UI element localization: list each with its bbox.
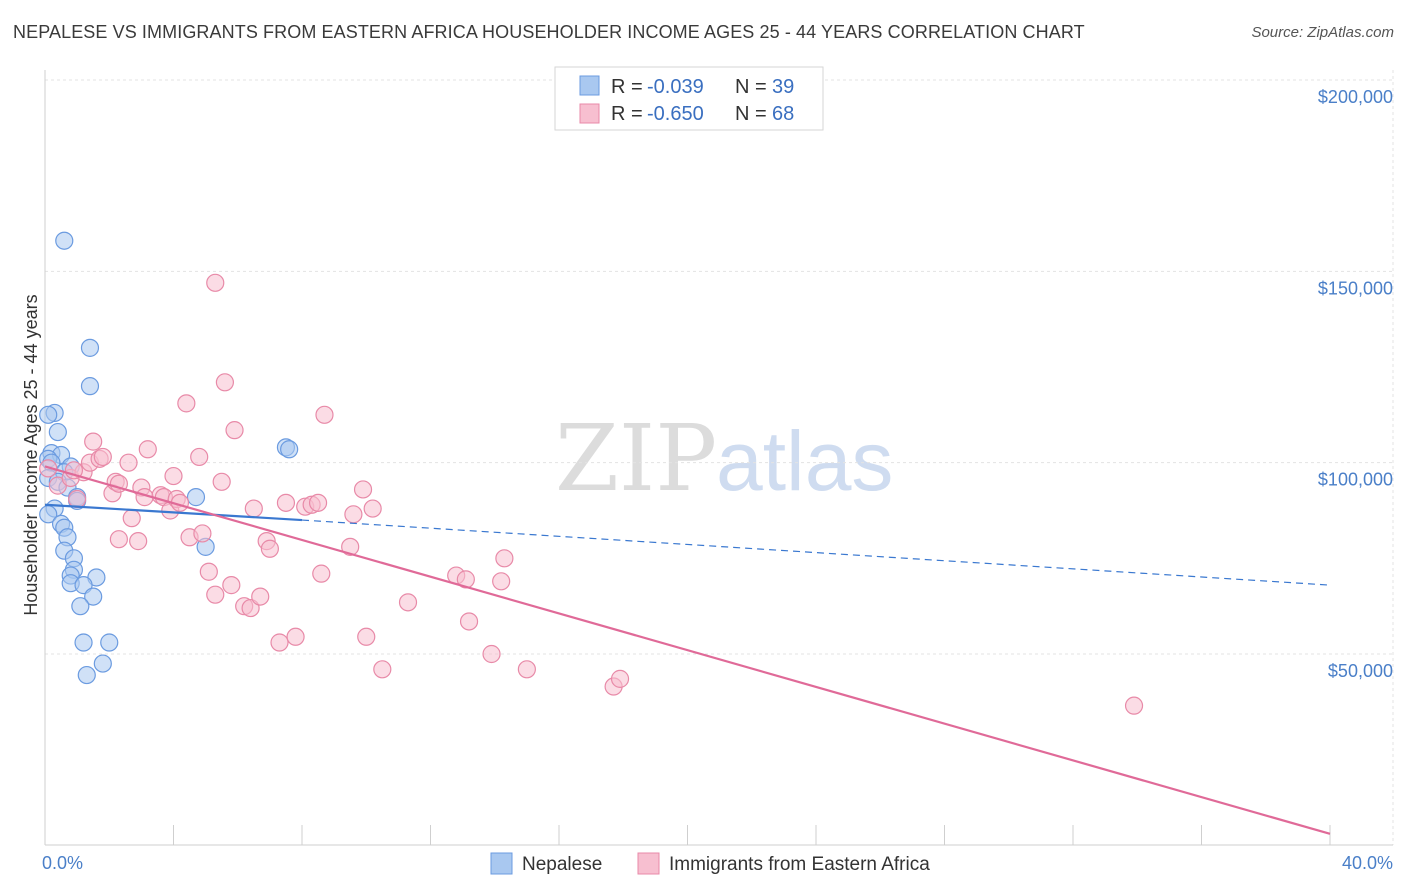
eastern-africa-point-30	[212, 472, 231, 491]
legend-swatch-eastern-africa	[579, 103, 600, 124]
nepalese-point-5	[48, 422, 67, 442]
eastern-africa-point-37	[251, 587, 270, 606]
eastern-africa-point-58	[482, 644, 501, 664]
nepalese-point-38	[280, 440, 299, 459]
eastern-africa-point-51	[357, 627, 376, 646]
nepalese-point-32	[100, 633, 119, 652]
series-swatch-eastern-africa	[637, 852, 660, 875]
nepalese-point-34	[77, 665, 96, 685]
nepalese-point-30	[71, 597, 90, 616]
y-axis-label: Householder Income Ages 25 - 44 years	[21, 294, 41, 615]
y-tick-labels: $50,000 $100,000 $150,000 $200,000	[1318, 87, 1393, 681]
eastern-africa-point-7	[93, 447, 112, 467]
eastern-africa-point-12	[122, 509, 141, 528]
eastern-africa-point-50	[353, 480, 373, 499]
eastern-africa-point-27	[199, 562, 218, 581]
eastern-africa-point-40	[270, 633, 289, 652]
source-credit: Source: ZipAtlas.com	[1251, 24, 1394, 41]
x-tick-label-0: 0.0%	[42, 853, 83, 873]
eastern-africa-point-49	[344, 505, 363, 524]
eastern-africa-point-31	[215, 373, 234, 392]
eastern-africa-point-54	[398, 593, 418, 612]
eastern-africa-point-28	[206, 585, 225, 604]
eastern-africa-point-59	[495, 549, 514, 568]
series-swatch-nepalese	[490, 852, 513, 875]
eastern-africa-point-63	[610, 669, 630, 688]
eastern-africa-point-57	[459, 612, 479, 631]
legend-n-value-1: 39	[772, 76, 794, 98]
x-tick-labels: 0.0% 40.0%	[42, 853, 1393, 873]
eastern-africa-point-11	[119, 453, 138, 472]
eastern-africa-point-5	[84, 432, 103, 451]
eastern-africa-point-52	[363, 499, 382, 518]
watermark: ZIP atlas	[555, 405, 893, 512]
y-tick-label-0: $50,000	[1328, 661, 1393, 681]
x-tick-label-1: 40.0%	[1342, 853, 1393, 873]
nepalese-point-2	[80, 377, 100, 396]
eastern-africa-point-65	[109, 530, 128, 549]
legend-n-label-1: N =	[735, 76, 767, 98]
legend-r-value-2: -0.650	[647, 103, 704, 125]
nepalese-point-4	[39, 405, 58, 424]
series-name-nepalese: Nepalese	[522, 854, 602, 875]
nepalese-point-35	[186, 488, 206, 507]
series-name-eastern-africa: Immigrants from Eastern Africa	[669, 854, 930, 875]
eastern-africa-point-47	[315, 405, 334, 424]
eastern-africa-point-48	[341, 537, 360, 556]
eastern-africa-point-39	[260, 539, 279, 558]
nepalese-points	[39, 231, 299, 685]
series-legend: Nepalese Immigrants from Eastern Africa	[490, 852, 930, 875]
eastern-africa-point-33	[225, 421, 244, 440]
eastern-africa-point-36	[244, 499, 263, 518]
nepalese-point-33	[93, 654, 112, 673]
legend-swatch-nepalese	[579, 75, 600, 96]
trend-lines	[44, 465, 1331, 835]
eastern-africa-trend	[44, 465, 1331, 835]
eastern-africa-point-45	[308, 493, 328, 512]
eastern-africa-point-23	[177, 394, 196, 413]
eastern-africa-point-60	[492, 572, 511, 591]
eastern-africa-point-29	[206, 273, 225, 292]
grid-lines	[45, 70, 1394, 845]
eastern-africa-point-61	[517, 660, 536, 679]
legend-n-label-2: N =	[735, 103, 767, 125]
eastern-africa-point-53	[373, 660, 392, 679]
eastern-africa-point-42	[286, 627, 305, 646]
correlation-legend: R = -0.039 N = 39 R = -0.650 N = 68	[554, 66, 824, 131]
nepalese-point-29	[84, 587, 103, 606]
eastern-africa-points	[39, 273, 1144, 715]
legend-r-label-1: R =	[611, 76, 643, 98]
y-tick-label-1: $100,000	[1318, 470, 1393, 490]
nepalese-trend-dashed	[301, 519, 1331, 586]
nepalese-point-1	[80, 338, 100, 357]
watermark-atlas: atlas	[716, 414, 893, 508]
eastern-africa-point-46	[312, 564, 331, 583]
legend-r-label-2: R =	[611, 103, 643, 125]
y-tick-label-3: $200,000	[1318, 87, 1393, 107]
eastern-africa-point-25	[190, 447, 209, 467]
eastern-africa-point-67	[68, 489, 87, 509]
watermark-zip: ZIP	[555, 405, 717, 512]
eastern-africa-point-16	[138, 440, 157, 459]
nepalese-point-0	[55, 231, 74, 250]
eastern-africa-point-13	[129, 532, 148, 551]
legend-n-value-2: 68	[772, 103, 794, 125]
legend-r-value-1: -0.039	[647, 76, 704, 98]
eastern-africa-point-32	[222, 576, 241, 595]
chart-title: NEPALESE VS IMMIGRANTS FROM EASTERN AFRI…	[13, 22, 1085, 42]
eastern-africa-point-41	[276, 493, 296, 512]
eastern-africa-point-26	[193, 524, 212, 543]
nepalese-trend-solid	[44, 503, 303, 522]
y-tick-label-2: $150,000	[1318, 278, 1393, 298]
legend-box	[554, 66, 824, 131]
nepalese-point-31	[74, 633, 93, 652]
eastern-africa-point-64	[1124, 696, 1144, 715]
eastern-africa-point-20	[164, 466, 183, 486]
